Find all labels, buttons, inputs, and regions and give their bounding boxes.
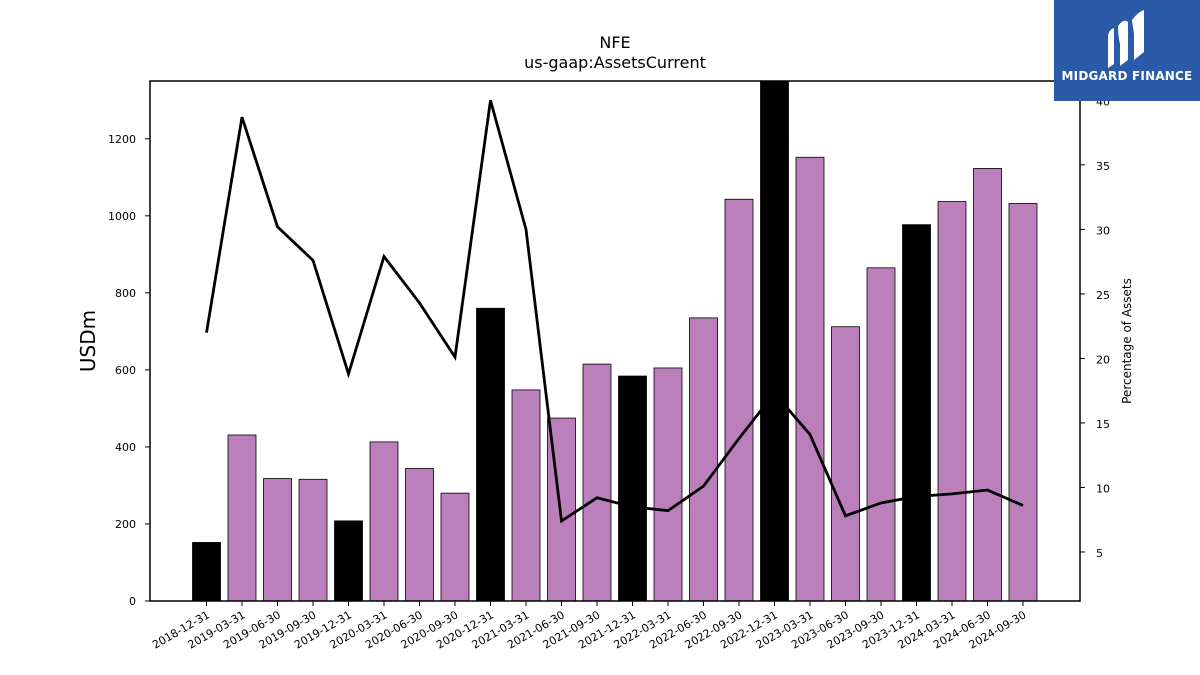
bar	[760, 80, 789, 602]
y-tick-label: 1200	[108, 133, 136, 146]
y2-tick-label: 10	[1096, 482, 1110, 495]
bar	[263, 478, 292, 602]
y2-tick-label: 15	[1096, 418, 1110, 431]
bar	[618, 375, 647, 602]
bar	[334, 520, 363, 602]
y-tick-label: 800	[115, 287, 136, 300]
bar	[724, 198, 754, 602]
bar	[511, 389, 541, 602]
bar	[902, 224, 931, 602]
bar	[227, 434, 257, 602]
bar	[405, 468, 434, 602]
bar	[973, 168, 1002, 602]
y-axis-label: USDm	[76, 310, 100, 372]
bar	[1008, 203, 1038, 602]
chart-subtitle: us-gaap:AssetsCurrent	[524, 53, 706, 72]
y-tick-label: 600	[115, 364, 136, 377]
bar	[192, 542, 221, 602]
y-tick-label: 0	[129, 595, 136, 608]
bar	[689, 317, 718, 602]
bar	[831, 326, 860, 602]
bar	[653, 367, 683, 602]
y2-tick-label: 30	[1096, 224, 1110, 237]
logo-mark-icon	[1108, 10, 1144, 68]
brand-logo: MIDGARD FINANCE	[1054, 0, 1200, 101]
y2-tick-label: 25	[1096, 289, 1110, 302]
plot-area: 0200400600800100012005101520253035402018…	[108, 80, 1110, 652]
bar	[795, 156, 825, 602]
bar	[369, 441, 399, 602]
bar	[937, 201, 967, 602]
bar	[440, 492, 470, 602]
percentage-line	[205, 99, 1024, 524]
bar	[582, 363, 612, 602]
logo-text: MIDGARD FINANCE	[1061, 69, 1193, 83]
chart-title: NFE	[599, 33, 630, 52]
bar	[866, 267, 896, 602]
y-tick-label: 400	[115, 441, 136, 454]
bar	[476, 307, 505, 602]
y2-tick-label: 5	[1096, 547, 1103, 560]
y-tick-label: 1000	[108, 210, 136, 223]
y-tick-label: 200	[115, 518, 136, 531]
y2-tick-label: 35	[1096, 160, 1110, 173]
y2-axis-label: Percentage of Assets	[1120, 278, 1134, 404]
bar	[298, 478, 328, 602]
y2-tick-label: 20	[1096, 353, 1110, 366]
plot-frame	[149, 80, 1081, 602]
